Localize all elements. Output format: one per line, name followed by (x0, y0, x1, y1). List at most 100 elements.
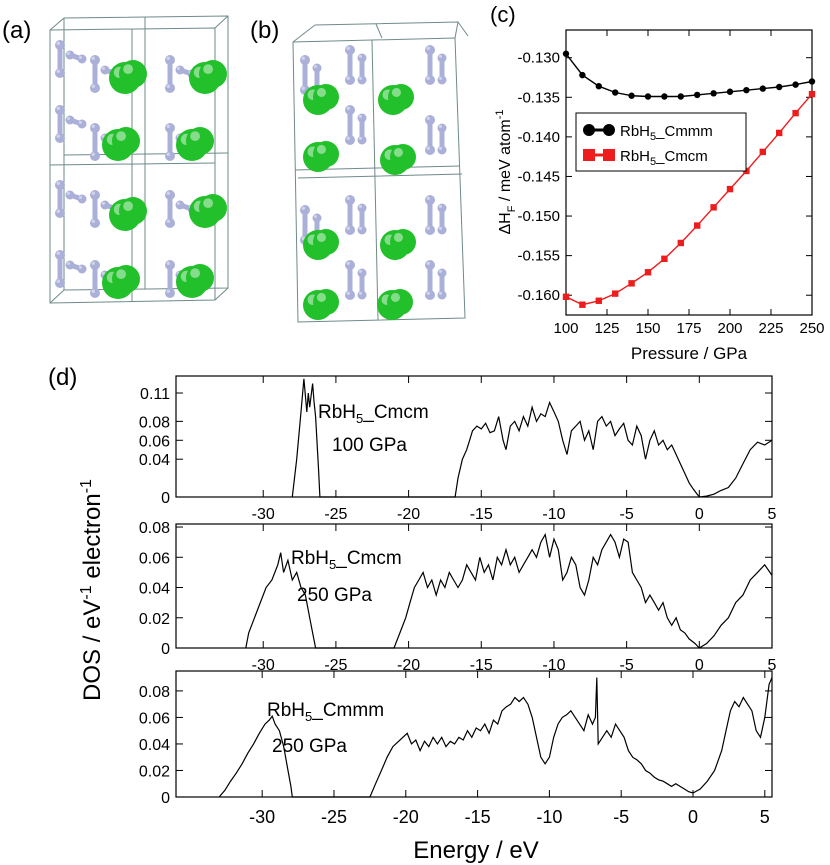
rb-atom (387, 289, 413, 315)
x-tick-label: -5 (620, 506, 634, 523)
h-atom (425, 145, 435, 155)
enthalpy-plot-frame (565, 29, 813, 316)
data-point-cmmm (562, 50, 570, 57)
enthalpy-x-ticks: 100 125 150 175 200 225 250 (553, 30, 825, 337)
rb-atom (199, 194, 227, 222)
x-tick-label: -30 (252, 657, 275, 674)
h-atom-highlight (66, 261, 71, 265)
h-atom-highlight (56, 181, 60, 185)
h-atom (357, 113, 367, 123)
h-atom (357, 290, 367, 300)
h-atom-highlight (56, 209, 60, 213)
h-atom (90, 83, 100, 93)
x-tick-label: 0 (688, 807, 698, 827)
h-atom (55, 40, 65, 50)
y-tick-label: 0 (161, 490, 170, 507)
h-atom (100, 200, 110, 210)
data-point-cmmm (759, 85, 766, 92)
h-atom-highlight (346, 106, 350, 110)
rb-atom (112, 127, 140, 155)
x-tick-label: -25 (321, 807, 347, 827)
h-atom (165, 83, 175, 93)
h-atom (55, 278, 65, 288)
data-point-cmcm (661, 255, 668, 262)
h-atom-highlight (56, 69, 60, 73)
x-tick-label: -5 (620, 657, 634, 674)
rb-atom-highlight (393, 232, 404, 242)
h-atom-highlight (426, 46, 430, 50)
h-atom (312, 213, 322, 223)
data-point-cmcm (792, 109, 799, 117)
h-atom-highlight (438, 124, 442, 128)
h-atom (300, 55, 310, 65)
x-tick-label: 100 (553, 320, 578, 337)
h-atom-highlight (56, 279, 60, 283)
x-tick-label: -15 (470, 657, 493, 674)
h-atom (345, 290, 355, 300)
x-tick-label: -25 (324, 657, 347, 674)
enthalpy-x-label: Pressure / GPa (631, 344, 748, 363)
data-point-cmmm (792, 81, 799, 88)
h-atom (425, 260, 435, 270)
y-tick-label: -0.135 (517, 89, 560, 106)
legend-box (575, 112, 747, 172)
rb-atom-highlight (316, 144, 327, 154)
rb-atom (119, 197, 147, 225)
h-atom (345, 75, 355, 85)
dos-middle-curve (245, 532, 773, 649)
h-atom (345, 135, 355, 145)
h-atom (437, 203, 447, 213)
y-tick-label: 0.11 (140, 386, 170, 403)
h-atom (90, 151, 100, 161)
h-atom-highlight (91, 152, 95, 156)
x-tick-label: 250 (799, 320, 824, 337)
rb-atom (313, 141, 339, 167)
dos-bottom-title: RbH5_Cmmm (267, 700, 384, 724)
x-tick-label: 125 (594, 320, 619, 337)
h-atom-highlight (166, 289, 170, 293)
h-atom-highlight (426, 226, 430, 230)
data-point-cmcm (628, 280, 635, 287)
h-atom-highlight (346, 136, 350, 140)
h-atom (90, 190, 100, 200)
dos-top-ticks: -30 -25 -20 -15 -10 -5 0 5 0 0.04 0.06 0.08 0.11 (139, 376, 777, 523)
x-tick-label: 5 (768, 506, 777, 523)
dos-x-label: Energy / eV (413, 837, 538, 864)
dos-middle-ticks: -30 -25 -20 -15 -10 -5 0 5 0 0.02 0.04 0.06 0.08 (139, 520, 777, 674)
h-atom-highlight (78, 120, 83, 125)
rb-atom-highlight (393, 147, 404, 157)
h-atom-highlight (91, 289, 95, 293)
rb-atom-highlight (390, 292, 401, 303)
y-tick-label: 0.08 (139, 520, 170, 537)
h-atom-highlight (358, 269, 362, 273)
dos-panel-bottom: -30 -25 -20 -15 -10 -5 0 5 0 0.02 0.04 0.06 0.08 RbH… (139, 670, 773, 864)
enthalpy-y-ticks: -0.160 -0.155 -0.150 -0.145 -0.140 -0.135 -0.1… (517, 50, 812, 304)
h-atom (425, 225, 435, 235)
h-atom (55, 68, 65, 78)
x-tick-label: 5 (768, 657, 777, 674)
data-point-cmcm (808, 90, 816, 98)
h-atom (90, 260, 100, 270)
h-atom-highlight (358, 76, 362, 81)
rb-atom-highlight (123, 64, 133, 74)
rb-atom-highlight (203, 198, 214, 209)
h-atom-highlight (438, 226, 442, 230)
h-atom (345, 45, 355, 55)
h-atom-highlight (176, 201, 180, 205)
h-atom-highlight (78, 195, 83, 199)
h-atom (55, 208, 65, 218)
series-line-cmmm (565, 53, 813, 98)
dos-middle-subtitle: 250 GPa (297, 585, 372, 606)
h-atom-highlight (426, 116, 430, 120)
h-atom (90, 123, 100, 133)
data-point-cmmm (579, 71, 586, 79)
rb-atom (199, 60, 227, 88)
x-tick-label: 200 (717, 320, 742, 337)
h-atom-highlight (438, 291, 442, 295)
rb-atom-highlight (316, 292, 327, 303)
crystal-structure-a (49, 15, 229, 304)
dos-middle-frame (175, 523, 773, 649)
dos-panel-middle: -30 -25 -20 -15 -10 -5 0 5 0 0.02 0.04 0.06 0.08 RbH… (139, 520, 777, 674)
h-atom-highlight (101, 66, 106, 71)
x-tick-label: -25 (324, 506, 347, 523)
